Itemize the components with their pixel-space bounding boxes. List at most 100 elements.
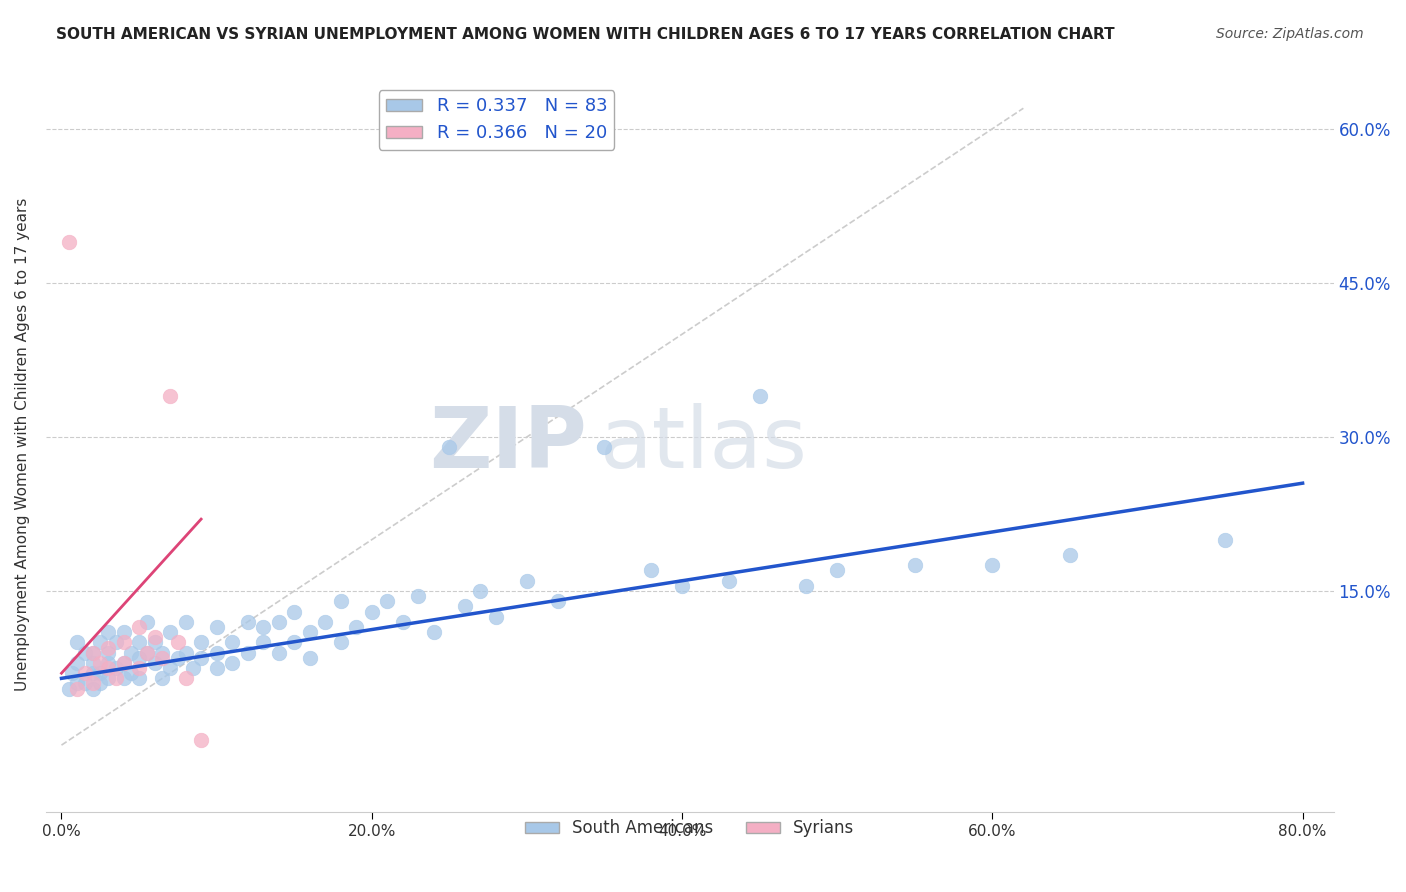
- Point: [205, 646, 228, 660]
- Point: [128, 635, 150, 649]
- Point: [97, 640, 120, 655]
- Point: [485, 609, 508, 624]
- Point: [66, 656, 89, 670]
- Point: [748, 389, 770, 403]
- Point: [391, 615, 413, 629]
- Point: [283, 605, 305, 619]
- Point: [97, 671, 120, 685]
- Point: [904, 558, 927, 573]
- Point: [135, 646, 157, 660]
- Point: [174, 671, 197, 685]
- Point: [423, 625, 446, 640]
- Point: [128, 661, 150, 675]
- Point: [344, 620, 367, 634]
- Point: [58, 681, 80, 696]
- Point: [252, 635, 274, 649]
- Point: [120, 646, 142, 660]
- Point: [252, 620, 274, 634]
- Point: [183, 661, 205, 675]
- Point: [89, 666, 111, 681]
- Point: [794, 579, 817, 593]
- Point: [190, 635, 212, 649]
- Point: [82, 646, 104, 660]
- Point: [97, 646, 120, 660]
- Point: [1059, 548, 1081, 562]
- Point: [375, 594, 398, 608]
- Point: [66, 635, 89, 649]
- Point: [236, 615, 259, 629]
- Point: [314, 615, 336, 629]
- Point: [1213, 533, 1236, 547]
- Point: [981, 558, 1004, 573]
- Point: [360, 605, 382, 619]
- Point: [671, 579, 693, 593]
- Point: [135, 646, 157, 660]
- Point: [66, 681, 89, 696]
- Point: [470, 584, 492, 599]
- Point: [104, 635, 127, 649]
- Point: [640, 564, 662, 578]
- Legend: South Americans, Syrians: South Americans, Syrians: [519, 813, 860, 844]
- Point: [150, 646, 173, 660]
- Point: [159, 661, 181, 675]
- Point: [112, 635, 135, 649]
- Point: [174, 646, 197, 660]
- Point: [205, 661, 228, 675]
- Point: [82, 676, 104, 690]
- Point: [190, 733, 212, 747]
- Point: [58, 235, 80, 249]
- Point: [190, 650, 212, 665]
- Point: [221, 656, 243, 670]
- Point: [439, 440, 461, 454]
- Point: [82, 681, 104, 696]
- Point: [112, 656, 135, 670]
- Point: [205, 620, 228, 634]
- Point: [298, 625, 321, 640]
- Point: [221, 635, 243, 649]
- Point: [89, 635, 111, 649]
- Point: [73, 676, 96, 690]
- Point: [150, 650, 173, 665]
- Point: [717, 574, 740, 588]
- Point: [112, 625, 135, 640]
- Point: [89, 676, 111, 690]
- Point: [143, 635, 166, 649]
- Point: [97, 625, 120, 640]
- Point: [128, 650, 150, 665]
- Point: [112, 656, 135, 670]
- Point: [454, 599, 477, 614]
- Point: [150, 671, 173, 685]
- Point: [128, 620, 150, 634]
- Point: [143, 656, 166, 670]
- Point: [593, 440, 616, 454]
- Point: [89, 656, 111, 670]
- Point: [547, 594, 569, 608]
- Y-axis label: Unemployment Among Women with Children Ages 6 to 17 years: Unemployment Among Women with Children A…: [15, 198, 30, 691]
- Point: [104, 671, 127, 685]
- Point: [128, 671, 150, 685]
- Point: [82, 666, 104, 681]
- Point: [120, 666, 142, 681]
- Point: [82, 656, 104, 670]
- Point: [283, 635, 305, 649]
- Point: [166, 650, 188, 665]
- Point: [73, 646, 96, 660]
- Point: [60, 666, 83, 681]
- Text: Source: ZipAtlas.com: Source: ZipAtlas.com: [1216, 27, 1364, 41]
- Point: [159, 389, 181, 403]
- Point: [97, 661, 120, 675]
- Point: [298, 650, 321, 665]
- Point: [825, 564, 848, 578]
- Point: [516, 574, 538, 588]
- Point: [73, 666, 96, 681]
- Point: [135, 615, 157, 629]
- Point: [329, 635, 352, 649]
- Text: SOUTH AMERICAN VS SYRIAN UNEMPLOYMENT AMONG WOMEN WITH CHILDREN AGES 6 TO 17 YEA: SOUTH AMERICAN VS SYRIAN UNEMPLOYMENT AM…: [56, 27, 1115, 42]
- Text: ZIP: ZIP: [429, 403, 586, 486]
- Point: [112, 671, 135, 685]
- Point: [329, 594, 352, 608]
- Point: [159, 625, 181, 640]
- Point: [174, 615, 197, 629]
- Point: [97, 656, 120, 670]
- Point: [82, 646, 104, 660]
